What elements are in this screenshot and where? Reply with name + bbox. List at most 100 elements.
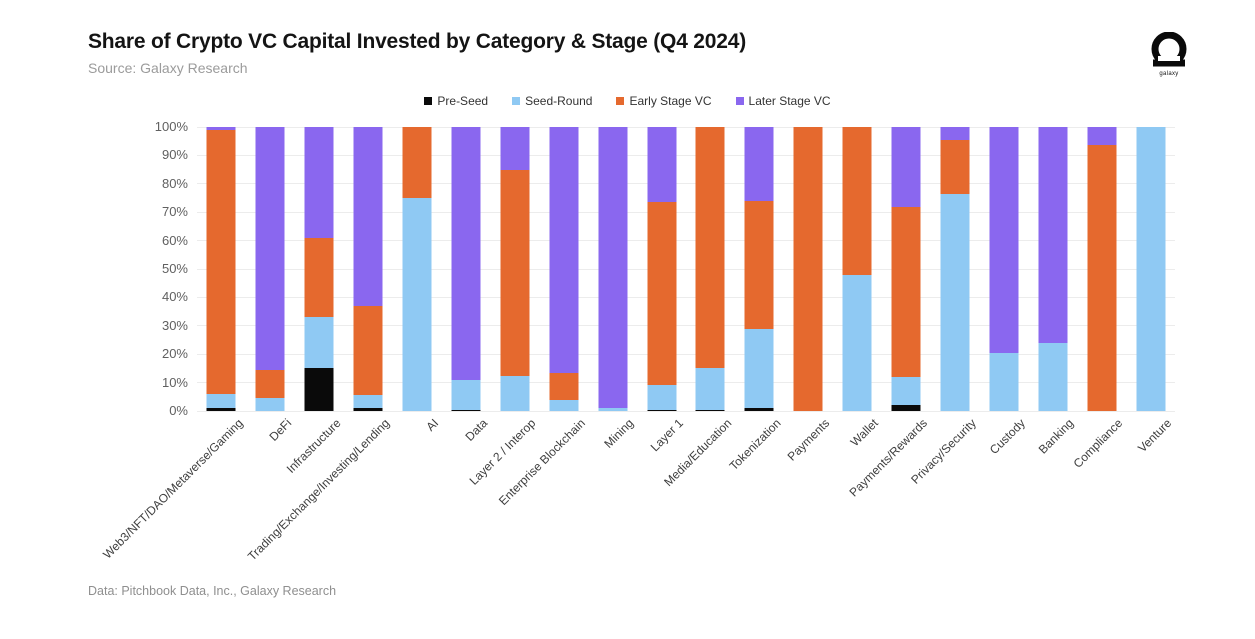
bar-slot (1126, 127, 1175, 411)
legend-swatch-icon (616, 97, 625, 105)
bar-slot (784, 127, 833, 411)
x-axis-label: DeFi (266, 416, 295, 444)
legend-label: Seed-Round (525, 94, 593, 108)
x-axis-label: Custody (986, 416, 1028, 458)
bar-segment (451, 127, 481, 380)
stacked-bar-payments (793, 127, 823, 411)
source-subtitle: Source: Galaxy Research (88, 60, 248, 76)
bar-slot (833, 127, 882, 411)
bar-segment (598, 408, 628, 411)
bar-segment (842, 274, 872, 411)
bar-segment (1038, 342, 1068, 411)
bar-segment (353, 305, 383, 396)
stacked-bar-payments-rewards (891, 127, 921, 411)
stacked-bar-wallet (842, 127, 872, 411)
bar-slot (490, 127, 539, 411)
bar-segment (793, 127, 823, 411)
bar-segment (1038, 127, 1068, 343)
bar-segment (1087, 145, 1117, 411)
stacked-bar-defi (255, 127, 285, 411)
bar-segment (549, 127, 579, 373)
bar-slot (197, 127, 246, 411)
bar-slot (393, 127, 442, 411)
legend-swatch-icon (512, 97, 521, 105)
bar-segment (744, 127, 774, 201)
bar-segment (891, 206, 921, 377)
stacked-bar-layer-2-interop (500, 127, 530, 411)
gridline (197, 240, 1175, 242)
y-tick-label: 40% (161, 289, 188, 305)
stacked-bar-infrastructure (304, 127, 334, 411)
bar-slot (882, 127, 931, 411)
bar-segment (402, 198, 432, 411)
bar-segment (891, 376, 921, 406)
stacked-bar-data (451, 127, 481, 411)
y-tick-label: 0% (169, 403, 188, 418)
plot-area: 0% 10% 20% 30% 40% 50% 60% 70% 80% 90% 100% (155, 119, 1175, 418)
gridline (197, 183, 1175, 185)
bar-segment (304, 127, 334, 238)
gridline (197, 211, 1175, 213)
legend-item: Later Stage VC (735, 94, 831, 108)
stacked-bar-mining (598, 127, 628, 411)
x-axis-labels: Web3/NFT/DAO/Metaverse/Gaming DeFi Infrast… (100, 416, 1175, 576)
bar-segment (206, 129, 236, 394)
bar-segment (451, 379, 481, 410)
bar-segment (744, 408, 774, 411)
bar-slot (637, 127, 686, 411)
bar-segment (1087, 127, 1117, 146)
bar-segment (304, 317, 334, 369)
bar-segment (206, 408, 236, 411)
bar-segment (891, 405, 921, 411)
x-axis-label: AI (423, 416, 441, 434)
bar-segment (1136, 127, 1166, 411)
bar-segment (255, 369, 285, 399)
gridline (197, 296, 1175, 298)
stacked-bar-web3-nft-dao-metaverse-gaming (206, 127, 236, 411)
legend-item: Early Stage VC (616, 94, 712, 108)
y-tick-label: 50% (161, 261, 188, 276)
galaxy-logo-label: galaxy (1159, 71, 1179, 77)
stacked-bar-ai (402, 127, 432, 411)
bar-slot (295, 127, 344, 411)
galaxy-logo: galaxy (1147, 32, 1191, 77)
gridline (197, 154, 1175, 156)
stacked-bar-layer-1 (647, 127, 677, 411)
stacked-bar-trading-exchange-investing-lending (353, 127, 383, 411)
data-credit: Data: Pitchbook Data, Inc., Galaxy Resea… (88, 584, 337, 598)
legend-item: Seed-Round (512, 94, 592, 108)
bar-segment (940, 127, 970, 140)
bar-segment (598, 127, 628, 409)
legend: Pre-Seed Seed-Round Early Stage VC Later St… (0, 94, 1255, 108)
x-axis-label: Venture (1135, 416, 1175, 456)
x-axis-label: Wallet (847, 416, 882, 450)
bar-segment (647, 385, 677, 410)
legend-label: Later Stage VC (748, 94, 831, 108)
x-axis-label: Tokenization (726, 416, 784, 474)
x-axis-label: Compliance (1070, 416, 1126, 471)
bar-segment (206, 127, 236, 130)
galaxy-logo-icon (1147, 32, 1191, 70)
x-axis-label: Layer 1 (647, 416, 686, 455)
bar-segment (353, 127, 383, 306)
bar-slot (344, 127, 393, 411)
bar-segment (500, 169, 530, 376)
bar-segment (255, 398, 285, 411)
bar-segment (451, 409, 481, 411)
bar-slot (979, 127, 1028, 411)
bar-segment (304, 368, 334, 411)
bar-slot (1028, 127, 1077, 411)
bar-segment (744, 200, 774, 329)
bar-slot (931, 127, 980, 411)
y-tick-label: 100% (154, 119, 188, 134)
y-tick-label: 80% (161, 175, 188, 191)
gridline (197, 126, 1175, 128)
stacked-bar-privacy-security (940, 127, 970, 411)
stacked-bar-banking (1038, 127, 1068, 411)
gridline (197, 268, 1175, 270)
gridline (197, 353, 1175, 355)
bar-segment (255, 127, 285, 370)
page-title: Share of Crypto VC Capital Invested by C… (88, 30, 747, 53)
